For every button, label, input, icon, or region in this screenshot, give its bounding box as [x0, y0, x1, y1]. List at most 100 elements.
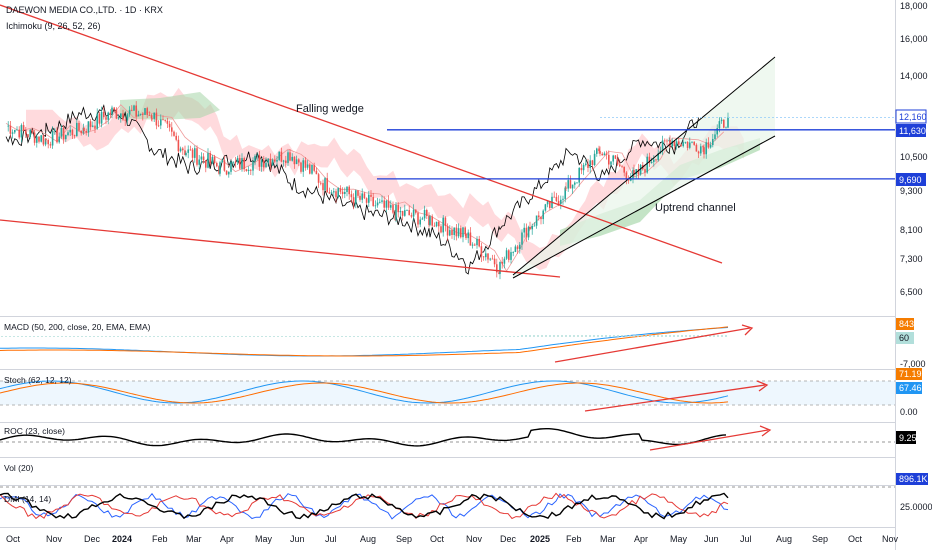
candle-body: [571, 184, 574, 189]
candle-body: [187, 149, 189, 153]
candle-body: [98, 113, 101, 124]
candle-body: [137, 114, 140, 117]
candle-body: [680, 144, 682, 147]
candle-body: [589, 160, 591, 168]
candle-body: [344, 192, 346, 194]
price-tick: 8,100: [900, 225, 923, 235]
candle-body: [395, 204, 397, 220]
candle-body: [232, 161, 234, 163]
candle-body: [194, 148, 196, 158]
time-tick: Nov: [466, 534, 483, 544]
candle-body: [644, 169, 646, 173]
candle-body: [596, 148, 598, 154]
time-tick: Nov: [46, 534, 63, 544]
candle-body: [155, 112, 158, 126]
candle-body: [540, 217, 542, 220]
candle-body: [157, 125, 160, 127]
candle-body: [714, 134, 716, 139]
macd-value: 843: [899, 319, 914, 329]
candle-body: [359, 195, 361, 200]
candle-body: [361, 193, 363, 200]
candle-body: [433, 225, 436, 227]
candle-body: [309, 164, 311, 174]
candlesticks: [7, 101, 729, 280]
channel-lower-line[interactable]: [512, 135, 776, 279]
time-tick: Mar: [186, 534, 202, 544]
candle-body: [569, 180, 572, 189]
macd-trend-line[interactable]: [554, 327, 751, 363]
uptrend-channel-fill: [513, 57, 775, 278]
stoch-k-line: [0, 380, 729, 404]
time-tick: Feb: [152, 534, 168, 544]
time-axis[interactable]: Oct Nov Dec 2024 Feb Mar Apr May Jun Jul Aug Sep Oct…: [6, 534, 899, 544]
candle-body: [379, 201, 381, 203]
candle-body: [27, 134, 29, 137]
candle-body: [576, 182, 578, 184]
stoch-trend-line[interactable]: [584, 384, 766, 412]
candle-body: [657, 153, 659, 161]
time-tick: Oct: [430, 534, 445, 544]
candle-body: [100, 111, 103, 124]
candle-body: [449, 230, 451, 236]
candle-body: [363, 193, 366, 199]
channel-upper-line[interactable]: [512, 56, 776, 276]
last-price-label: 12,160: [899, 112, 927, 122]
candle-body: [415, 209, 417, 213]
indicator-panes: [0, 324, 895, 520]
candle-body: [252, 161, 254, 171]
candle-body: [339, 188, 342, 192]
candle-body: [31, 129, 34, 133]
vol-badge: [896, 473, 928, 485]
candle-body: [406, 210, 408, 211]
candle-body: [390, 205, 392, 208]
candle-body: [410, 215, 413, 217]
candle-body: [83, 127, 85, 131]
time-tick: Dec: [84, 534, 101, 544]
candle-body: [241, 158, 243, 169]
candle-body: [38, 136, 40, 142]
time-tick: Jun: [704, 534, 719, 544]
candle-body: [166, 120, 169, 124]
candle-body: [76, 122, 78, 137]
candle-body: [254, 155, 256, 162]
candle-body: [544, 204, 547, 211]
candle-body: [139, 113, 142, 115]
price-axis-labels: 12,160 11,630 9,690: [895, 109, 927, 186]
price-axis[interactable]: 18,000 16,000 14,000 10,500 9,300 8,100 …: [900, 1, 928, 297]
candle-body: [546, 201, 549, 205]
candle-body: [306, 164, 309, 168]
candle-body: [96, 113, 98, 129]
trend-lines[interactable]: [0, 4, 895, 279]
candle-body: [599, 150, 601, 154]
candle-body: [250, 169, 252, 171]
candle-body: [18, 129, 20, 138]
candle-body: [625, 172, 628, 180]
candle-body: [462, 227, 464, 238]
candle-body: [164, 120, 166, 121]
candle-body: [419, 219, 421, 225]
candle-body: [150, 115, 153, 119]
candle-body: [476, 238, 478, 246]
candle-body: [531, 226, 533, 230]
candle-body: [376, 202, 379, 206]
wedge-upper-line[interactable]: [0, 4, 723, 264]
candle-body: [94, 125, 96, 129]
candle-body: [14, 129, 16, 133]
wedge-lower-line[interactable]: [0, 219, 561, 278]
candle-body: [337, 188, 339, 198]
candle-body: [202, 156, 205, 161]
candle-body: [320, 182, 322, 184]
candle-body: [612, 155, 614, 162]
candle-body: [131, 109, 133, 111]
candle-body: [560, 199, 562, 204]
candle-body: [627, 179, 630, 181]
roc-trend-line[interactable]: [649, 429, 769, 451]
candle-body: [428, 216, 430, 225]
candle-body: [135, 105, 137, 117]
candle-body: [684, 141, 687, 143]
candle-body: [291, 156, 293, 161]
candle-body: [702, 146, 704, 148]
candle-body: [689, 142, 691, 148]
candle-body: [538, 215, 540, 218]
